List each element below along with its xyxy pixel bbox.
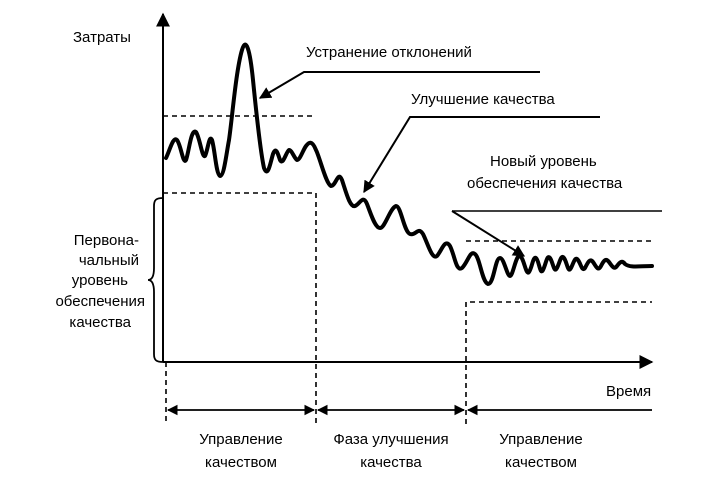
x-axis-label: Время: [606, 383, 651, 400]
phase1-label-line2: качеством: [205, 454, 277, 471]
initial-level-label-5: качества: [69, 314, 131, 331]
phase3-label-line2: качеством: [505, 454, 577, 471]
new-level-label-line1: Новый уровень: [490, 153, 597, 170]
initial-level-label-1: Перво­на-: [74, 232, 139, 249]
initial-level-label-2: чальный: [79, 252, 139, 269]
new-level-leader: [451, 210, 526, 257]
y-axis-label: Затраты: [73, 29, 131, 46]
deviation-removal-label: Устранение отклонений: [306, 44, 472, 61]
phase3-label-line1: Управление: [499, 431, 582, 448]
initial-level-label-4: обеспечения: [55, 293, 145, 310]
dashed-initial-level: [163, 192, 317, 424]
phase2-label-line2: качества: [360, 454, 422, 471]
phase1-label-line1: Управление: [199, 431, 282, 448]
cost-curve: [164, 42, 654, 286]
initial-level-label-3: уровень: [72, 272, 128, 289]
new-level-label-line2: обеспечения качества: [467, 175, 623, 192]
initial-level-brace: [147, 197, 164, 363]
improvement-leader: [363, 116, 600, 194]
deviation-leader: [258, 71, 540, 99]
quality-improvement-label: Улучшение качества: [411, 91, 555, 108]
dashed-new-level: [465, 301, 652, 424]
phase2-label-line1: Фаза улучшения: [333, 431, 448, 448]
